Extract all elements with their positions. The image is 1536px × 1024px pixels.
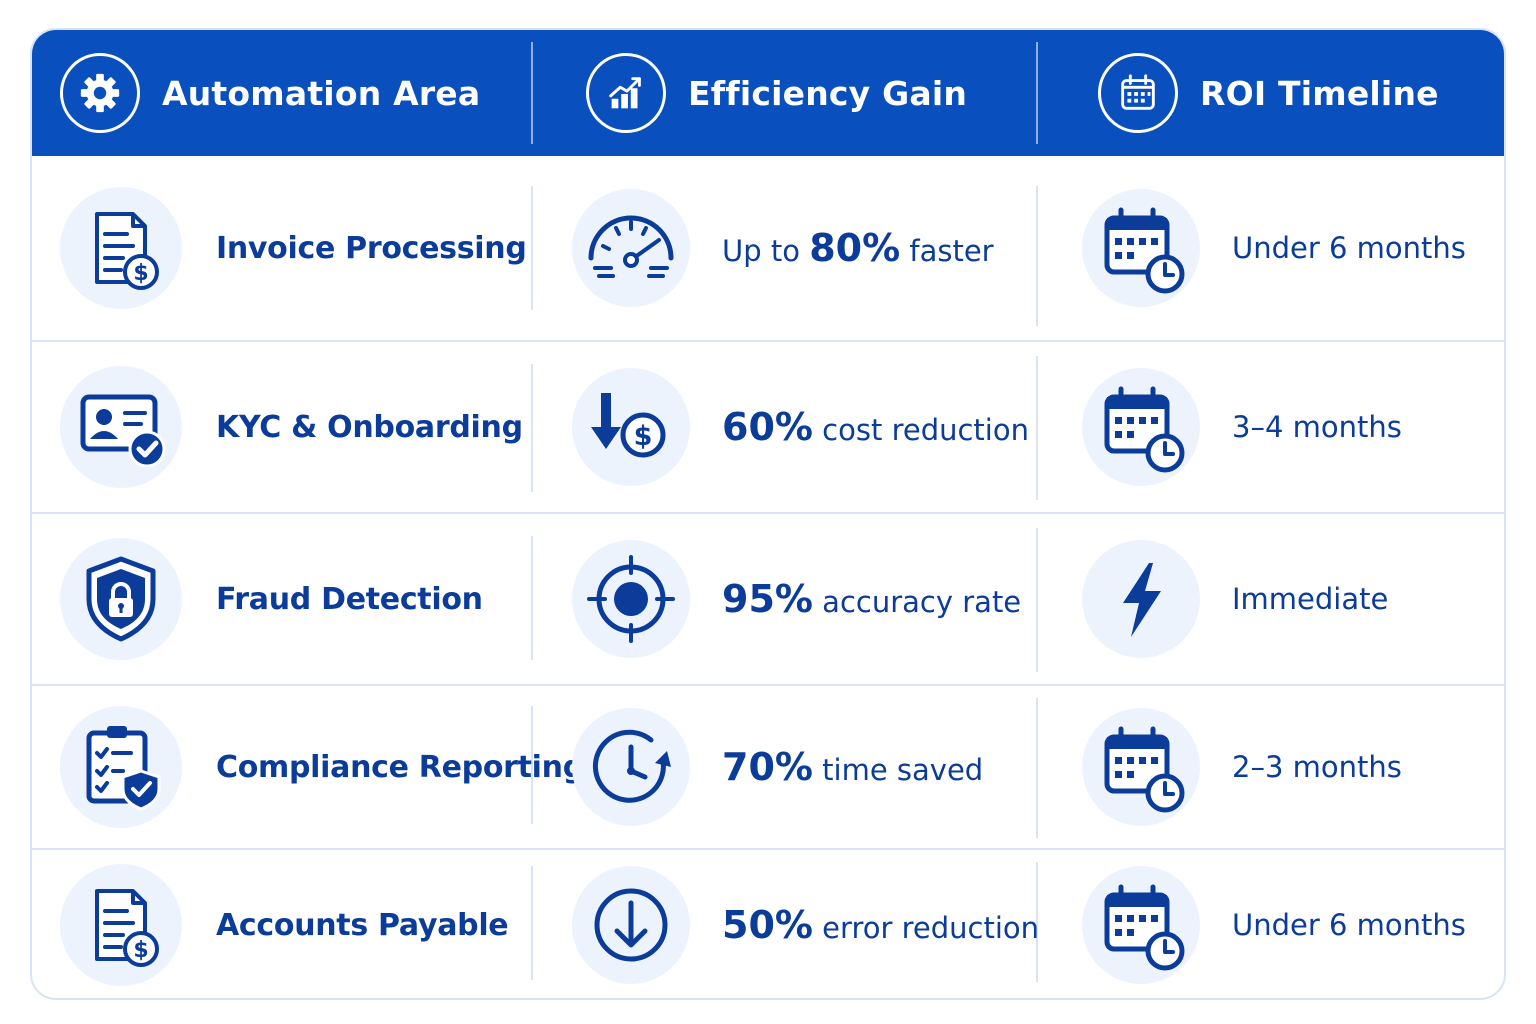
target-icon [572,540,690,658]
gain-suffix: accuracy rate [812,585,1022,619]
calendar-clock-icon [1082,866,1200,984]
header-label: Efficiency Gain [688,73,968,113]
roi-cell: Under 6 months [1082,156,1466,340]
id-card-check-icon [60,366,182,488]
gain-value: 60% [722,405,813,449]
gain-suffix: error reduction [812,911,1040,945]
row-divider [32,848,1504,850]
header-cell-automation-area: Automation Area [60,30,480,156]
gain-cell: 50% error reduction [572,850,1039,998]
area-label: Fraud Detection [216,581,483,617]
table-row: Compliance Reporting 70% time saved [32,686,1504,848]
column-divider [1036,528,1038,672]
column-divider [531,706,533,824]
calendar-clock-icon [1082,189,1200,307]
column-divider [531,186,533,310]
table-header: Automation Area Efficiency Gain [32,30,1504,156]
gain-text: 50% error reduction [722,903,1039,947]
gain-cell: $ 60% cost reduction [572,342,1029,512]
shield-lock-icon [60,538,182,660]
header-divider [1036,42,1038,144]
roi-cell: Under 6 months [1082,850,1466,998]
header-divider [531,42,533,144]
svg-text:$: $ [634,421,653,452]
area-label: Invoice Processing [216,230,527,266]
table-row: $ Invoice Processing [32,156,1504,340]
column-divider [1036,862,1038,982]
gain-suffix: faster [900,234,994,268]
cost-down-icon: $ [572,368,690,486]
calendar-clock-icon [1082,708,1200,826]
area-label: Accounts Payable [216,907,509,943]
gain-text: 60% cost reduction [722,405,1029,449]
table-row: $ Accounts Payable 50% error reduction [32,850,1504,998]
gear-icon [60,53,140,133]
gain-text: 95% accuracy rate [722,577,1021,621]
roi-label: Under 6 months [1232,231,1466,265]
roi-cell: 3–4 months [1082,342,1402,512]
column-divider [1036,698,1038,838]
calendar-icon [1098,53,1178,133]
gain-value: 95% [722,577,813,621]
gain-cell: Up to 80% faster [572,156,994,340]
roi-label: 2–3 months [1232,750,1402,784]
clock-refresh-icon [572,708,690,826]
column-divider [531,364,533,492]
column-divider [1036,186,1038,326]
growth-chart-icon [586,53,666,133]
svg-text:$: $ [133,261,148,286]
invoice-dollar-icon: $ [60,187,182,309]
gain-suffix: cost reduction [812,413,1029,447]
row-divider [32,684,1504,686]
automation-roi-table: Automation Area Efficiency Gain [30,28,1506,1000]
roi-label: Immediate [1232,582,1389,616]
clipboard-shield-icon [60,706,182,828]
table-row: KYC & Onboarding $ 60% cost reduction [32,342,1504,512]
roi-cell: 2–3 months [1082,686,1402,848]
column-divider [1036,356,1038,500]
column-divider [531,866,533,980]
gain-cell: 95% accuracy rate [572,514,1021,684]
gain-cell: 70% time saved [572,686,983,848]
gain-value: 80% [809,226,901,270]
gain-text: 70% time saved [722,745,983,789]
area-cell: $ Invoice Processing [60,156,527,340]
header-cell-roi-timeline: ROI Timeline [1098,30,1439,156]
arrow-down-circle-icon [572,866,690,984]
speedometer-icon [572,189,690,307]
area-label: KYC & Onboarding [216,409,523,445]
gain-suffix: time saved [812,753,984,787]
invoice-dollar-icon: $ [60,864,182,986]
calendar-clock-icon [1082,368,1200,486]
header-label: Automation Area [162,73,481,113]
row-divider [32,512,1504,514]
header-cell-efficiency-gain: Efficiency Gain [586,30,967,156]
gain-text: Up to 80% faster [722,226,994,270]
svg-text:$: $ [133,938,148,963]
area-cell: Fraud Detection [60,514,483,684]
gain-value: 70% [722,745,813,789]
header-label: ROI Timeline [1200,73,1439,113]
table-row: Fraud Detection 95% accuracy rate [32,514,1504,684]
column-divider [531,536,533,660]
lightning-icon [1082,540,1200,658]
roi-label: 3–4 months [1232,410,1402,444]
area-label: Compliance Reporting [216,749,584,785]
area-cell: KYC & Onboarding [60,342,523,512]
row-divider [32,340,1504,342]
roi-cell: Immediate [1082,514,1388,684]
gain-value: 50% [722,903,813,947]
area-cell: $ Accounts Payable [60,850,509,998]
roi-label: Under 6 months [1232,908,1466,942]
area-cell: Compliance Reporting [60,686,584,848]
gain-prefix: Up to [722,234,810,268]
